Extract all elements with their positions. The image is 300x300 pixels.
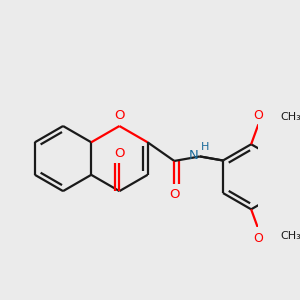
Text: O: O bbox=[169, 188, 179, 201]
Text: CH₃: CH₃ bbox=[280, 231, 300, 241]
Text: CH₃: CH₃ bbox=[280, 112, 300, 122]
Text: O: O bbox=[254, 109, 263, 122]
Text: H: H bbox=[201, 142, 209, 152]
Text: O: O bbox=[254, 232, 263, 245]
Text: O: O bbox=[114, 109, 125, 122]
Text: N: N bbox=[188, 149, 198, 162]
Text: O: O bbox=[114, 147, 125, 160]
